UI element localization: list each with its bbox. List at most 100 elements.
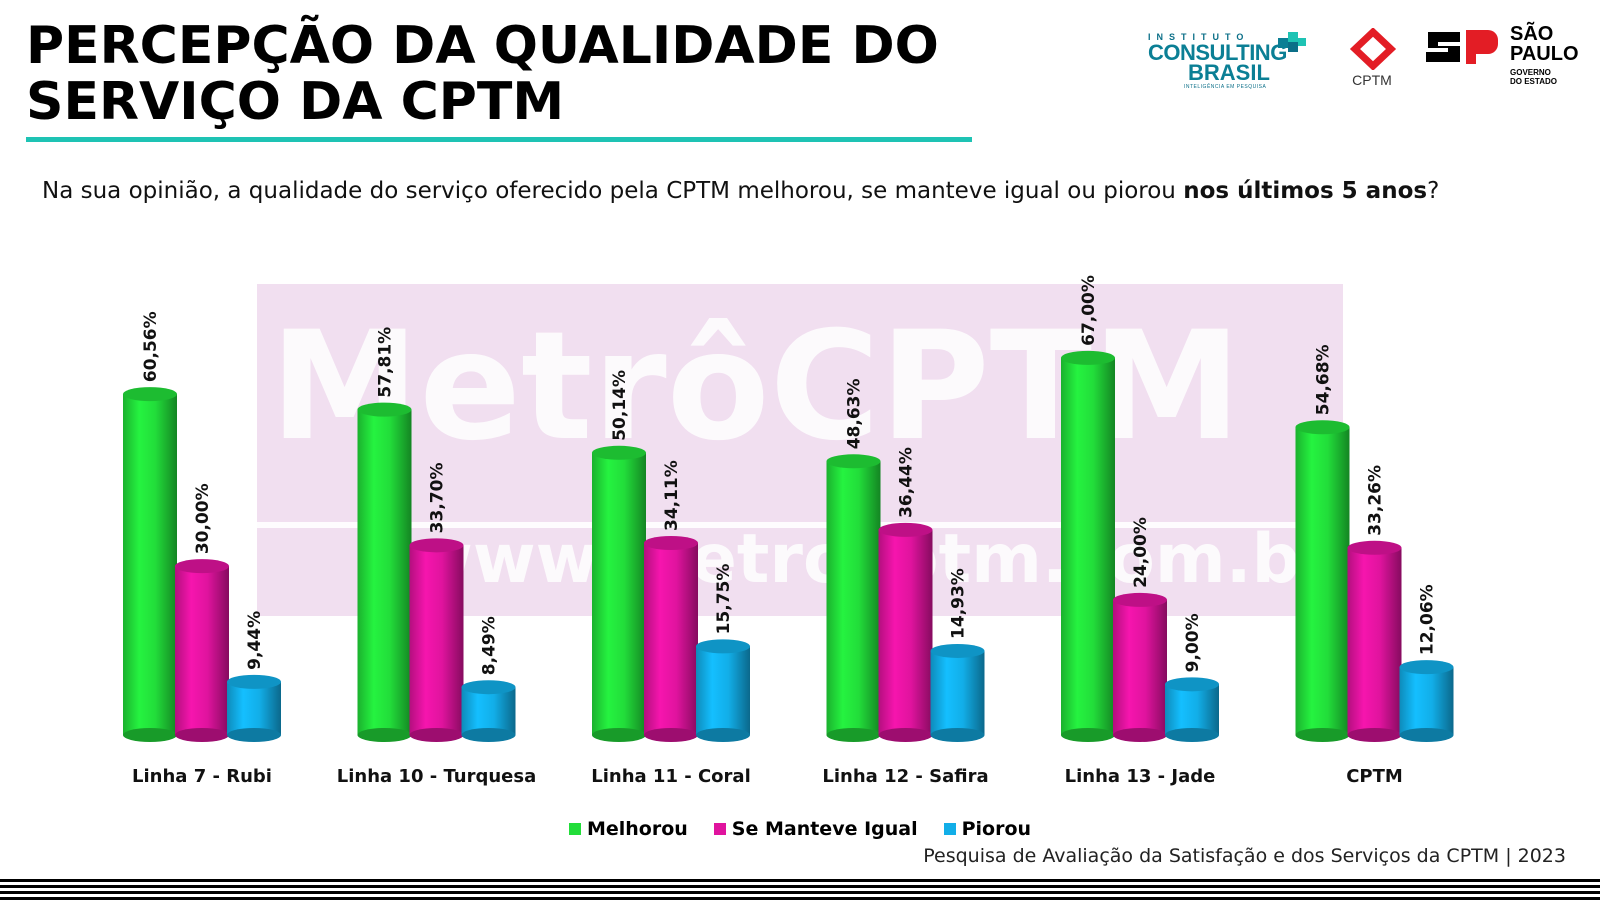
bar-piorou (930, 643, 985, 742)
bar-chart: 60,56% 30,00% 9,44% 57,81% 33,70% 8,49% 50,14%… (0, 240, 1600, 800)
category-label: Linha 11 - Coral (591, 766, 751, 787)
footer-source: Pesquisa de Avaliação da Satisfação e do… (923, 845, 1566, 867)
category-label: Linha 13 - Jade (1065, 766, 1216, 787)
bar-body (1399, 667, 1454, 735)
bar-top (1399, 660, 1454, 675)
consulting-logo-small: INSTITUTO (1148, 32, 1250, 42)
bar-top (227, 674, 281, 689)
data-label: 54,68% (1314, 344, 1334, 415)
bar-melhorou (123, 387, 177, 742)
data-label: 9,44% (245, 611, 265, 670)
watermark-line (257, 522, 1343, 528)
bar-se-manteve-igual (1347, 540, 1402, 742)
data-label: 24,00% (1131, 517, 1151, 588)
bar-base (878, 728, 933, 742)
sp-logo-sub: GOVERNO DO ESTADO (1510, 68, 1557, 86)
bar-base (123, 728, 177, 742)
question-end: ? (1427, 178, 1440, 204)
bar-body (1113, 599, 1167, 735)
sp-logo-sub1: GOVERNO (1510, 68, 1551, 77)
bar-piorou (1165, 677, 1219, 742)
data-label: 48,63% (845, 378, 865, 449)
bar-top (826, 454, 881, 469)
question-emphasis: nos últimos 5 anos (1183, 178, 1428, 204)
bar-body (175, 566, 229, 735)
sp-logo-icon (1426, 30, 1498, 64)
bar-base (696, 728, 750, 742)
category-label: Linha 7 - Rubi (132, 766, 272, 787)
data-label: 12,06% (1418, 584, 1438, 655)
bar-top (1347, 540, 1402, 555)
bar-body (227, 681, 281, 735)
bar-base (1061, 728, 1115, 742)
page-title-line1: PERCEPÇÃO DA QUALIDADE DO (26, 16, 939, 76)
bar-body (461, 687, 516, 735)
bar-piorou (1399, 660, 1454, 742)
bar-top (592, 445, 646, 460)
legend-swatch (713, 823, 726, 835)
bar-base (409, 728, 464, 742)
bar-melhorou (357, 402, 412, 742)
bar-piorou (461, 680, 516, 742)
bar-top (1165, 677, 1219, 692)
legend-label: Melhorou (586, 818, 688, 840)
bar-se-manteve-igual (409, 538, 464, 742)
bars-layer (123, 350, 1454, 742)
data-label: 50,14% (610, 370, 630, 441)
bar-se-manteve-igual (1113, 592, 1167, 742)
bar-top (1113, 592, 1167, 607)
legend-label: Se Manteve Igual (731, 818, 918, 840)
legend-swatch (943, 823, 956, 835)
bar-top (357, 402, 412, 417)
bar-melhorou (592, 445, 646, 742)
data-label: 8,49% (480, 616, 500, 675)
bar-body (1061, 357, 1115, 735)
bar-se-manteve-igual (175, 559, 229, 742)
consulting-logo: INSTITUTO CONSULTING BRASIL INTELIGÊNCIA… (1148, 28, 1314, 90)
bar-body (644, 543, 698, 735)
bar-top (1061, 350, 1115, 365)
bar-top (175, 559, 229, 574)
bar-top (1295, 420, 1350, 435)
bar-top (878, 522, 933, 537)
data-label: 9,00% (1183, 613, 1203, 672)
category-labels-layer: Linha 7 - Rubi Linha 10 - Turquesa Linha 1… (132, 766, 1403, 787)
bar-base (1113, 728, 1167, 742)
bar-piorou (227, 674, 281, 742)
bar-base (357, 728, 412, 742)
bar-base (175, 728, 229, 742)
bar-chart-svg: 60,56% 30,00% 9,44% 57,81% 33,70% 8,49% 50,14%… (123, 275, 1454, 787)
data-label: 67,00% (1079, 275, 1099, 346)
bar-body (1347, 547, 1402, 735)
bar-base (461, 728, 516, 742)
bar-body (357, 409, 412, 735)
bar-base (227, 728, 281, 742)
bar-base (1347, 728, 1402, 742)
data-label: 57,81% (376, 327, 396, 398)
bar-se-manteve-igual (878, 522, 933, 742)
bar-base (930, 728, 985, 742)
legend-label: Piorou (961, 818, 1032, 840)
category-label: CPTM (1346, 766, 1403, 787)
bar-body (123, 394, 177, 735)
bar-melhorou (826, 454, 881, 742)
title-underline (26, 137, 972, 142)
bar-base (644, 728, 698, 742)
data-label: 15,75% (714, 564, 734, 635)
bar-top (461, 680, 516, 695)
bar-se-manteve-igual (644, 536, 698, 742)
bar-piorou (696, 639, 750, 742)
sp-logo-line1: SÃO (1510, 23, 1554, 45)
bar-base (592, 728, 646, 742)
question-text: Na sua opinião, a qualidade do serviço o… (42, 178, 1184, 204)
bar-body (696, 646, 750, 735)
data-label: 34,11% (662, 460, 682, 531)
legend-item: Se Manteve Igual (713, 818, 918, 840)
bar-base (1295, 728, 1350, 742)
bar-top (123, 387, 177, 402)
bar-top (409, 538, 464, 553)
legend-item: Piorou (943, 818, 1032, 840)
bar-body (592, 452, 646, 735)
bar-body (1295, 427, 1350, 735)
sp-logo-name: SÃO PAULO (1510, 24, 1579, 64)
